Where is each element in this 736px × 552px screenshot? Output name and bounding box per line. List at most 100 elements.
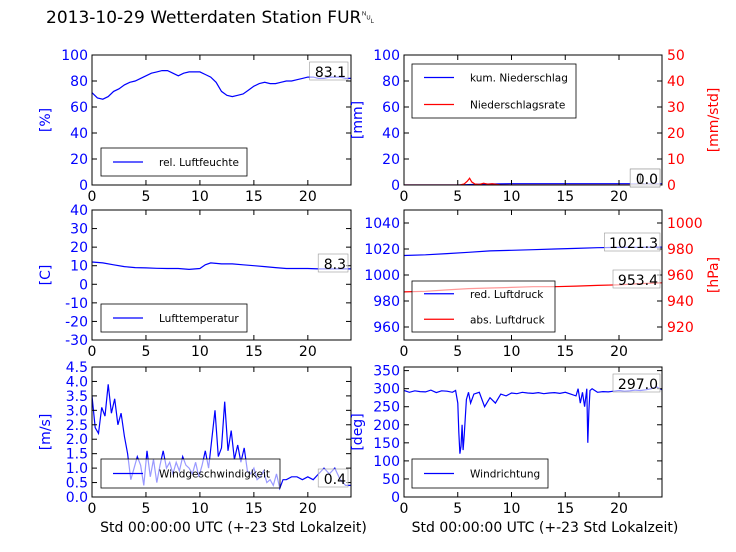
y-axis-label-windspeed: [m/s] bbox=[38, 414, 54, 451]
y-axis-label-winddirection: [deg] bbox=[350, 413, 366, 450]
y-axis-label-humidity: [%] bbox=[38, 108, 54, 132]
chart-pressure: 0 5 10 15 20 960 980 1000 1020 1040 920 940 960 980 10… bbox=[364, 209, 722, 360]
y-tick-label-precipitation-4: 80 bbox=[382, 74, 400, 90]
y-tick-label-humidity-0: 0 bbox=[79, 178, 88, 194]
current-value-label-windspeed: 0.4 bbox=[324, 472, 346, 488]
plot-frame-winddirection bbox=[403, 366, 663, 498]
y-tick-right-label-precipitation-3: 30 bbox=[667, 100, 685, 116]
y-tick-label-windspeed-0: 0.0 bbox=[66, 490, 88, 506]
plot-frame-precipitation bbox=[403, 54, 663, 186]
y-tick-label-winddirection-6: 300 bbox=[373, 382, 400, 398]
y-tick-label-winddirection-4: 200 bbox=[373, 418, 400, 434]
x-tick-label-precipitation-2: 10 bbox=[503, 189, 521, 205]
y-tick-label-temperature-3: 0 bbox=[79, 277, 88, 293]
y-tick-label-humidity-5: 100 bbox=[61, 48, 88, 64]
x-tick-label-windspeed-3: 15 bbox=[245, 501, 263, 517]
y-tick-label-windspeed-3: 1.5 bbox=[66, 447, 88, 463]
series-line-winddirection-0 bbox=[404, 386, 662, 454]
y-tick-label-temperature-7: 40 bbox=[70, 203, 88, 219]
x-tick-label-pressure-0: 0 bbox=[400, 344, 409, 360]
y-tick-label-temperature-0: -30 bbox=[65, 333, 88, 349]
y-tick-label-temperature-5: 20 bbox=[70, 240, 88, 256]
y-tick-label-windspeed-4: 2.0 bbox=[66, 432, 88, 448]
y-tick-label-precipitation-2: 40 bbox=[382, 126, 400, 142]
chart-temperature: 0 5 10 15 20 -30 -20 -10 0 10 20 30 40 [C] Lufttempera… bbox=[38, 203, 352, 360]
x-tick-label-humidity-4: 20 bbox=[299, 189, 317, 205]
current-value-label-humidity: 83.1 bbox=[315, 65, 346, 81]
y-tick-label-pressure-4: 1040 bbox=[364, 216, 400, 232]
y-tick-right-label-precipitation-5: 50 bbox=[667, 48, 685, 64]
x-tick-label-winddirection-4: 20 bbox=[610, 501, 628, 517]
legend-label-winddirection-0: Windrichtung bbox=[470, 469, 540, 481]
legend-humidity: rel. Luftfeuchte bbox=[100, 147, 248, 177]
y-axis-label-temperature: [C] bbox=[38, 265, 54, 286]
y-tick-label-humidity-2: 40 bbox=[70, 126, 88, 142]
x-tick-label-humidity-3: 15 bbox=[245, 189, 263, 205]
plot-frame-temperature bbox=[91, 209, 352, 341]
legend-box-pressure bbox=[411, 280, 556, 333]
y-tick-right-label-precipitation-1: 10 bbox=[667, 152, 685, 168]
y-tick-label-winddirection-3: 150 bbox=[373, 436, 400, 452]
chart-humidity: 0 5 10 15 20 0 20 40 60 80 100 [%] rel. Luftfeuchte 8… bbox=[38, 48, 352, 205]
y-axis-right-label-precipitation: [mm/std] bbox=[706, 88, 722, 153]
y-tick-label-pressure-1: 980 bbox=[373, 294, 400, 310]
y-tick-label-windspeed-7: 3.5 bbox=[66, 389, 88, 405]
legend-temperature: Lufttemperatur bbox=[100, 303, 248, 333]
legend-label-precipitation-1: Niederschlagsrate bbox=[470, 100, 565, 112]
legend-label-precipitation-0: kum. Niederschlag bbox=[470, 73, 568, 85]
y-tick-label-humidity-4: 80 bbox=[70, 74, 88, 90]
y-axis-label-precipitation: [mm] bbox=[350, 101, 366, 139]
current-value-temperature: 8.3 bbox=[317, 253, 349, 273]
x-tick-label-pressure-2: 10 bbox=[503, 344, 521, 360]
page-title: 2013-10-29 Wetterdaten Station FUR␀ bbox=[46, 8, 375, 28]
legend-winddirection: Windrichtung bbox=[411, 458, 549, 489]
x-tick-label-windspeed-4: 20 bbox=[299, 501, 317, 517]
plot-frame-windspeed bbox=[91, 366, 352, 498]
chart-precipitation: 0 5 10 15 20 0 20 40 60 80 100 0 10 20 30 40 50 [mm] [mm/s… bbox=[350, 48, 722, 205]
y-tick-label-precipitation-3: 60 bbox=[382, 100, 400, 116]
current-value-pressure-right: 953.4 bbox=[612, 269, 661, 289]
y-tick-label-pressure-2: 1000 bbox=[364, 268, 400, 284]
y-tick-label-precipitation-1: 20 bbox=[382, 152, 400, 168]
x-tick-label-windspeed-0: 0 bbox=[88, 501, 97, 517]
current-value-box-humidity bbox=[309, 61, 349, 81]
y-tick-right-label-pressure-3: 980 bbox=[667, 242, 694, 258]
current-value-humidity: 83.1 bbox=[309, 61, 349, 81]
y-tick-right-label-precipitation-2: 20 bbox=[667, 126, 685, 142]
y-tick-label-windspeed-5: 2.5 bbox=[66, 418, 88, 434]
y-tick-right-label-precipitation-0: 0 bbox=[667, 178, 676, 194]
x-tick-label-temperature-2: 10 bbox=[191, 344, 209, 360]
x-tick-label-pressure-3: 15 bbox=[556, 344, 574, 360]
current-value-box-temperature bbox=[317, 253, 349, 273]
y-tick-label-winddirection-7: 350 bbox=[373, 364, 400, 380]
y-tick-label-humidity-3: 60 bbox=[70, 100, 88, 116]
current-value-label-pressure-right: 953.4 bbox=[618, 273, 658, 289]
x-tick-label-winddirection-3: 15 bbox=[556, 501, 574, 517]
y-tick-label-winddirection-0: 0 bbox=[391, 490, 400, 506]
y-axis-right-label-pressure: [hPa] bbox=[706, 257, 722, 293]
y-tick-label-windspeed-8: 4.0 bbox=[66, 374, 88, 390]
current-value-box-windspeed bbox=[317, 468, 349, 488]
current-value-label-pressure: 1021.3 bbox=[609, 236, 658, 252]
y-tick-label-windspeed-2: 1.0 bbox=[66, 461, 88, 477]
x-tick-label-precipitation-0: 0 bbox=[400, 189, 409, 205]
y-tick-label-precipitation-0: 0 bbox=[391, 178, 400, 194]
y-tick-right-label-pressure-0: 920 bbox=[667, 320, 694, 336]
y-tick-label-humidity-1: 20 bbox=[70, 152, 88, 168]
x-tick-label-pressure-4: 20 bbox=[610, 344, 628, 360]
current-value-box-pressure bbox=[604, 232, 661, 252]
x-tick-label-temperature-4: 20 bbox=[299, 344, 317, 360]
current-value-label-temperature: 8.3 bbox=[324, 257, 346, 273]
series-line-humidity-0 bbox=[92, 69, 351, 100]
legend-label-windspeed-0: Windgeschwindigkeit bbox=[159, 469, 270, 481]
legend-label-temperature-0: Lufttemperatur bbox=[159, 313, 239, 325]
y-tick-label-winddirection-1: 50 bbox=[382, 472, 400, 488]
x-axis-label-windspeed: Std 00:00:00 UTC (+-23 Std Lokalzeit) bbox=[100, 520, 367, 536]
legend-pressure: red. Luftdruck abs. Luftdruck bbox=[411, 280, 556, 333]
x-tick-label-precipitation-3: 15 bbox=[556, 189, 574, 205]
x-tick-label-winddirection-1: 5 bbox=[453, 501, 462, 517]
y-tick-label-windspeed-9: 4.5 bbox=[66, 360, 88, 376]
current-value-pressure: 1021.3 bbox=[604, 232, 661, 252]
